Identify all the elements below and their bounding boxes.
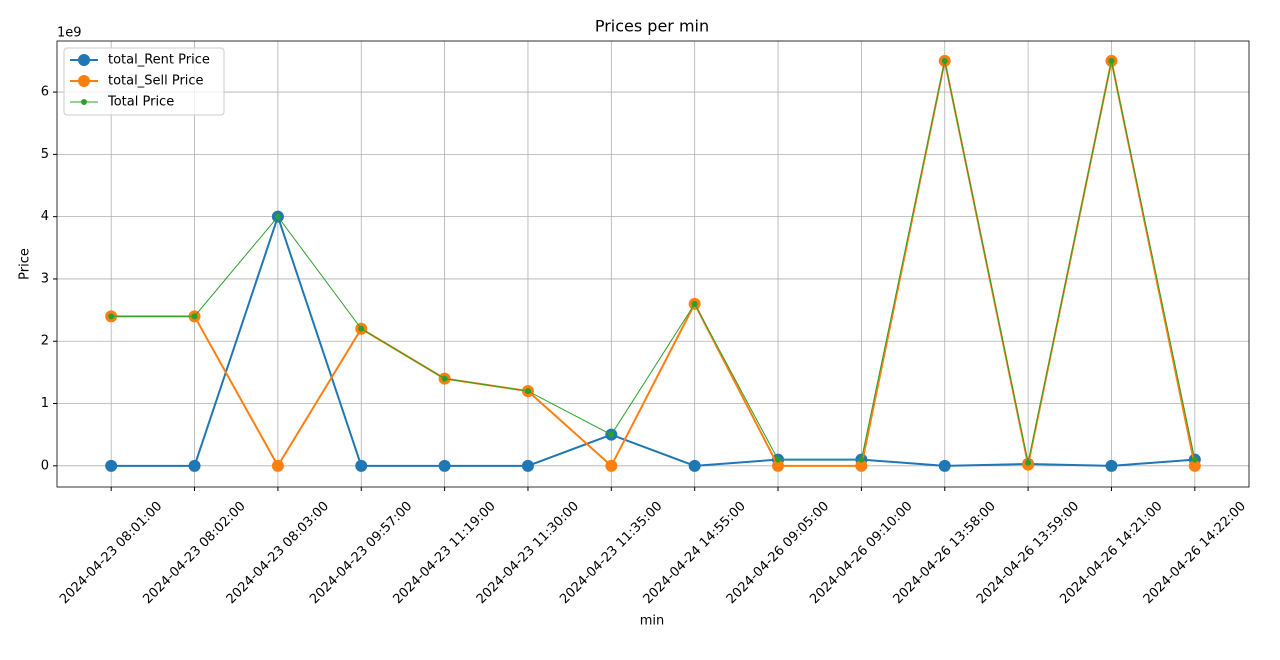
x-axis-label: min: [640, 614, 665, 629]
data-point: [772, 459, 785, 472]
data-point: [855, 459, 868, 472]
data-point: [271, 459, 284, 472]
data-point: [191, 313, 198, 320]
plot-frame: [56, 40, 1250, 488]
data-point: [274, 213, 281, 220]
y-axis-label: Price: [18, 248, 33, 280]
legend-marker: [78, 54, 90, 66]
data-point: [105, 459, 118, 472]
y-tick-label: 6: [41, 85, 49, 100]
data-point: [688, 459, 701, 472]
data-point: [1188, 459, 1201, 472]
legend-marker: [78, 75, 90, 87]
y-tick-label: 1: [41, 396, 49, 411]
y-offset-label: 1e9: [57, 26, 82, 41]
series-line: [111, 213, 1195, 467]
data-point: [521, 459, 534, 472]
y-tick-label: 0: [41, 458, 49, 473]
data-point: [1108, 57, 1115, 64]
data-point: [608, 431, 615, 438]
data-point: [438, 459, 451, 472]
y-tick-label: 3: [41, 271, 49, 286]
data-point: [1025, 459, 1032, 466]
data-point: [1105, 459, 1118, 472]
data-point: [858, 456, 865, 463]
legend-marker: [81, 99, 87, 105]
series-line: [111, 60, 1196, 463]
data-point: [691, 300, 698, 307]
y-tick-label: 2: [41, 334, 49, 349]
series-line: [111, 60, 1196, 468]
legend-box: [63, 47, 225, 116]
data-point: [605, 459, 618, 472]
y-tick-label: 5: [41, 147, 49, 162]
data-point: [524, 388, 531, 395]
legend-label: Total Price: [107, 95, 174, 110]
y-tick-label: 4: [41, 209, 49, 224]
data-point: [775, 456, 782, 463]
data-point: [188, 459, 201, 472]
data-point: [355, 459, 368, 472]
chart-title: Prices per min: [595, 17, 709, 36]
data-point: [941, 57, 948, 64]
data-point: [108, 313, 115, 320]
data-point: [1191, 456, 1198, 463]
data-point: [938, 459, 951, 472]
data-point: [358, 325, 365, 332]
legend-label: total_Sell Price: [108, 74, 204, 89]
data-point: [441, 375, 448, 382]
legend-label: total_Rent Price: [108, 53, 210, 68]
